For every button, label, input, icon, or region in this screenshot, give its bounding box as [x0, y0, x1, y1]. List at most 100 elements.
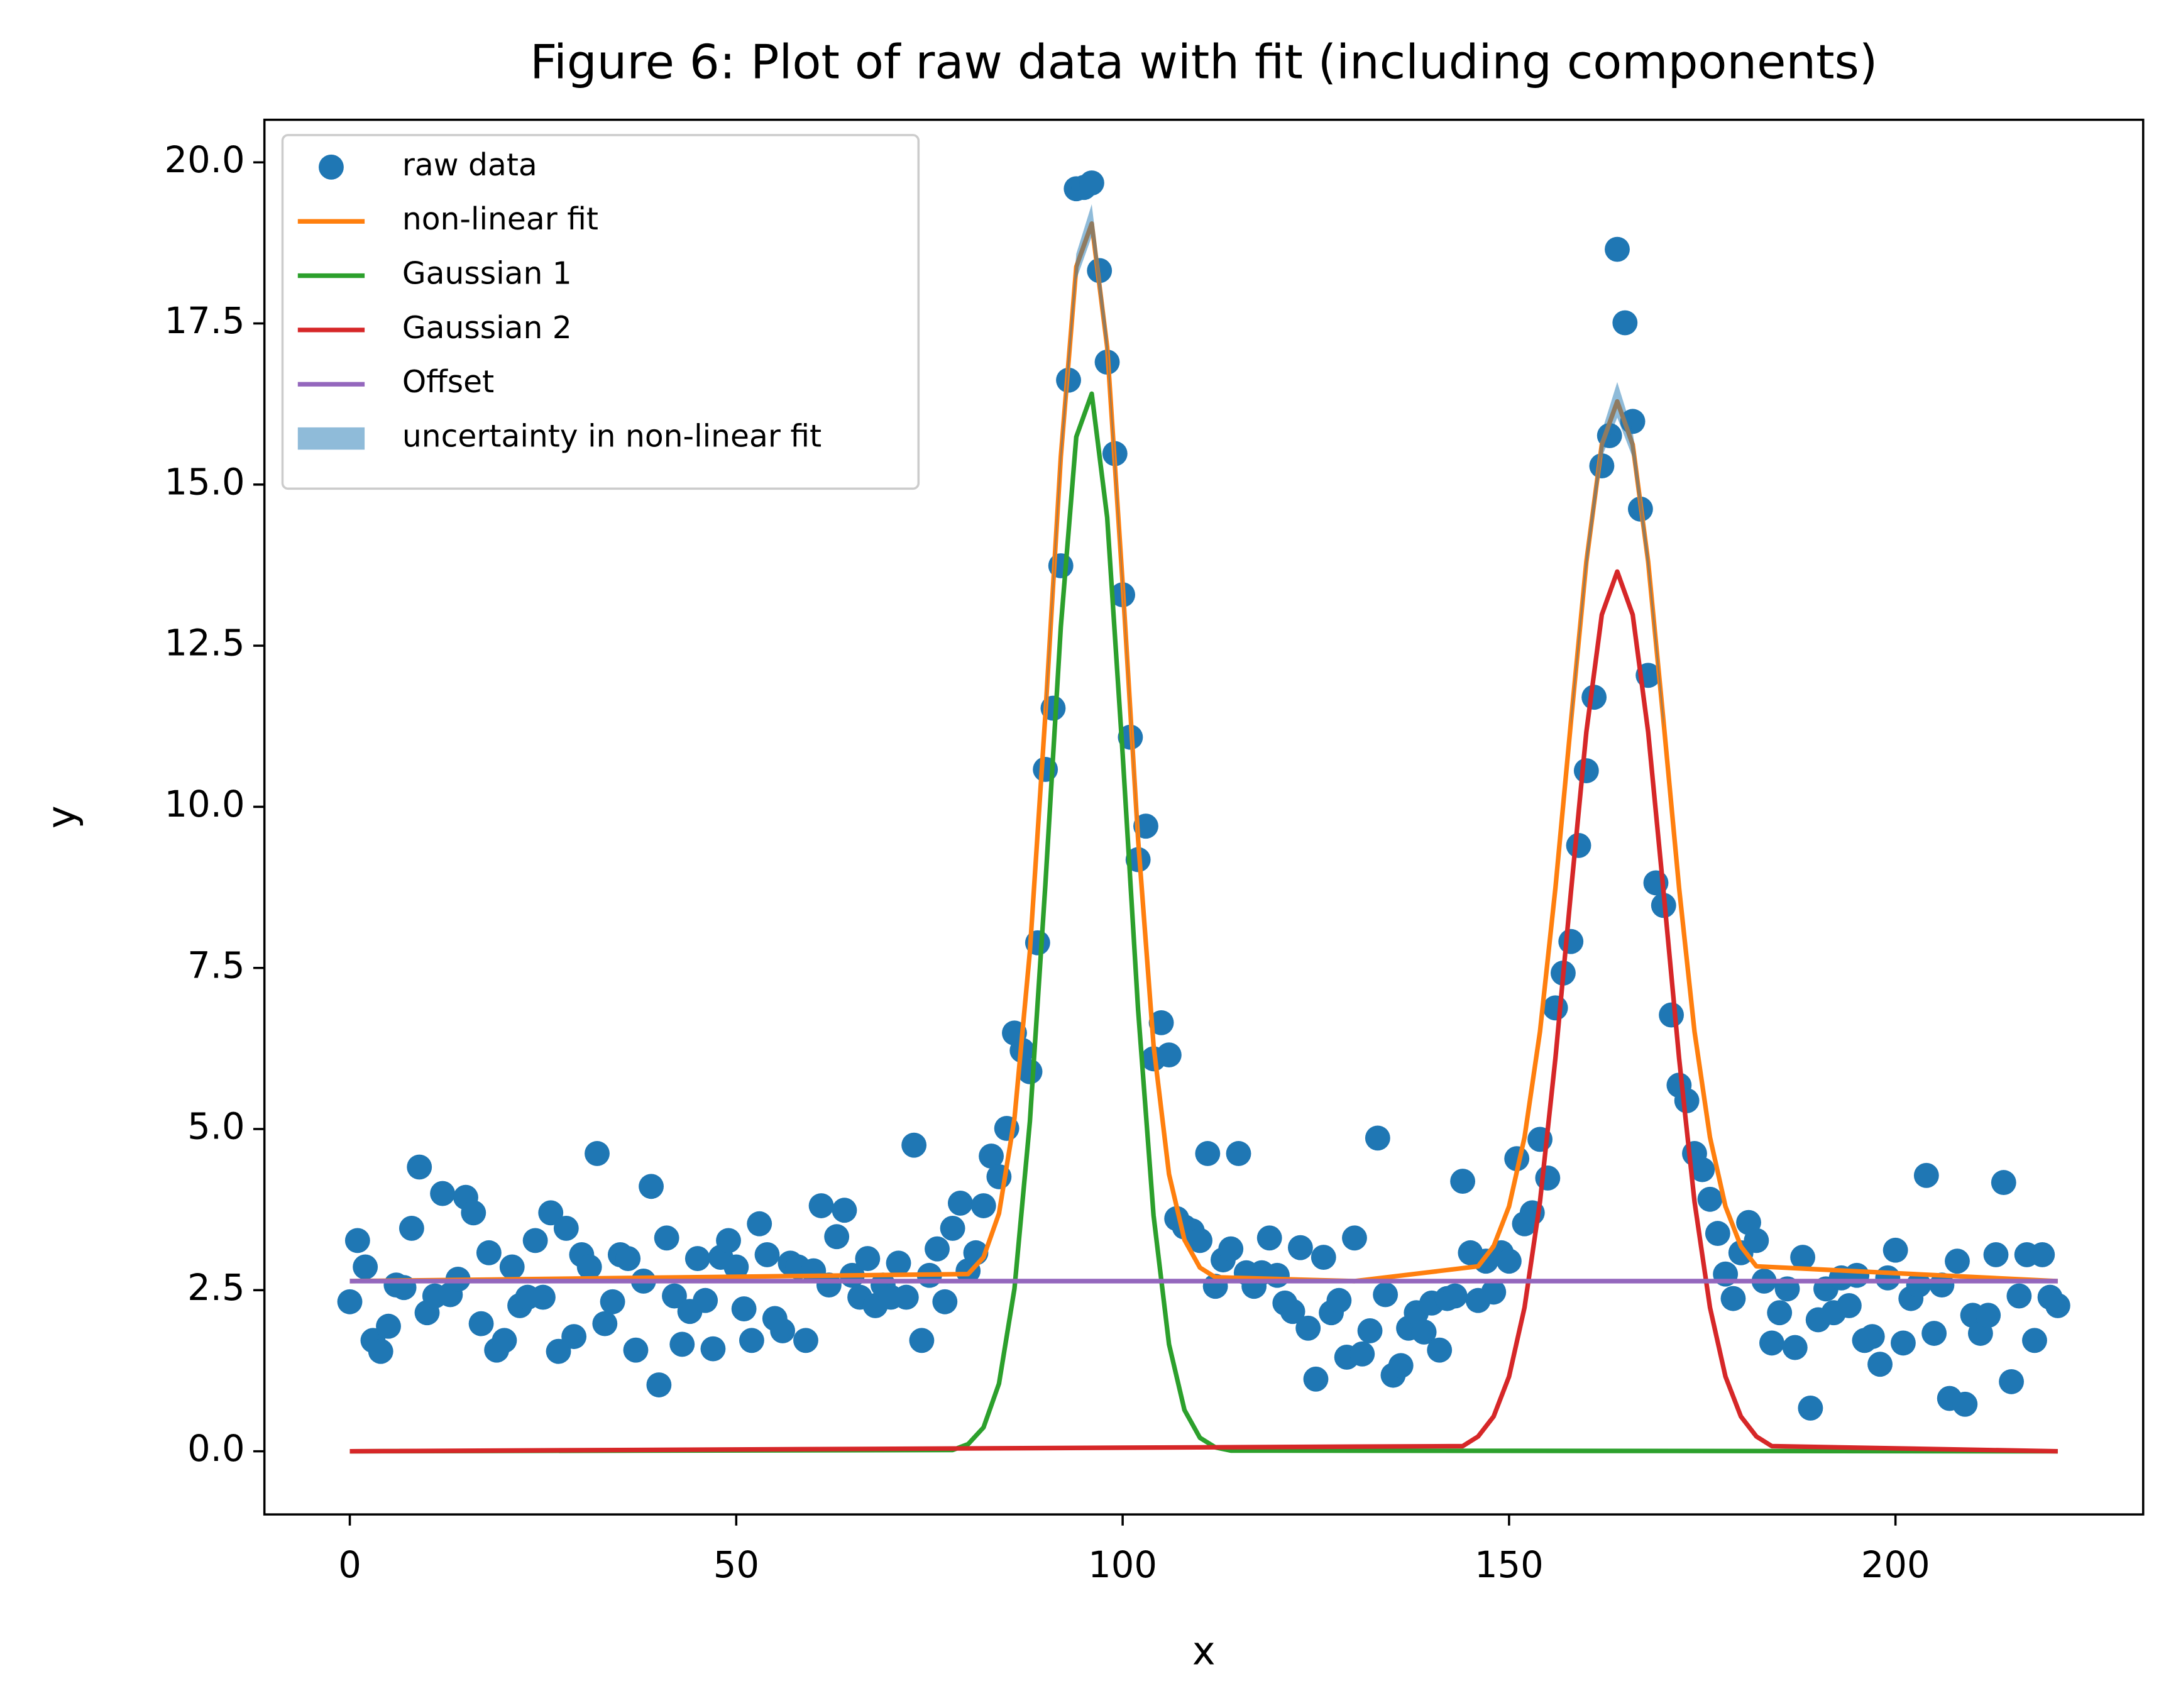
data-point: [1017, 1059, 1043, 1084]
y-tick-label: 5.0: [187, 1106, 245, 1148]
data-point: [1659, 1002, 1685, 1028]
data-point: [1929, 1272, 1955, 1298]
data-point: [1697, 1186, 1723, 1212]
data-point: [693, 1287, 718, 1313]
axes-frame: [263, 118, 2145, 1516]
data-point: [1342, 1225, 1367, 1251]
data-point: [808, 1193, 834, 1218]
data-point: [1589, 453, 1615, 479]
data-point: [1690, 1157, 1715, 1182]
data-point: [1365, 1125, 1390, 1151]
data-point: [499, 1254, 525, 1280]
x-tick-label: 100: [1088, 1544, 1157, 1586]
data-point: [600, 1289, 625, 1314]
data-point: [407, 1154, 432, 1180]
data-point: [623, 1337, 649, 1363]
y-axis-label: y: [38, 805, 84, 829]
data-point: [1991, 1170, 2016, 1196]
data-point: [1326, 1287, 1352, 1313]
data-point: [1952, 1391, 1978, 1417]
data-point: [1705, 1221, 1730, 1247]
data-point: [585, 1141, 610, 1166]
data-point: [492, 1328, 517, 1353]
data-point: [1195, 1141, 1221, 1166]
data-point: [1767, 1300, 1793, 1326]
data-point: [1744, 1228, 1769, 1253]
data-point: [816, 1272, 842, 1298]
data-point: [1542, 995, 1568, 1021]
data-point: [1720, 1286, 1746, 1311]
x-tick-label: 50: [713, 1544, 759, 1586]
data-point: [2022, 1328, 2047, 1353]
data-point: [1566, 833, 1591, 858]
legend-label: uncertainty in non-linear fit: [402, 419, 822, 455]
data-point: [1782, 1335, 1808, 1360]
legend-box: [281, 134, 920, 490]
plot-area: [337, 170, 2070, 1454]
data-point: [893, 1284, 919, 1310]
data-point: [1427, 1337, 1453, 1363]
data-point: [940, 1215, 965, 1241]
data-point: [1303, 1366, 1329, 1392]
data-point: [754, 1242, 780, 1267]
legend-label: raw data: [402, 148, 537, 183]
data-point: [1357, 1318, 1383, 1343]
data-point: [654, 1225, 679, 1251]
x-tick-label: 0: [338, 1544, 361, 1586]
data-point: [1411, 1320, 1437, 1345]
data-point: [1226, 1141, 1251, 1166]
data-point: [901, 1132, 927, 1158]
data-point: [398, 1215, 424, 1241]
data-point: [1674, 1088, 1700, 1113]
data-point: [1759, 1330, 1784, 1356]
data-point: [832, 1198, 857, 1223]
data-point: [1187, 1228, 1212, 1253]
data-point: [1859, 1324, 1885, 1350]
data-point: [476, 1240, 502, 1265]
data-point: [1481, 1279, 1507, 1305]
data-point: [716, 1228, 741, 1253]
data-point: [522, 1228, 548, 1253]
data-point: [1921, 1321, 1947, 1346]
data-point: [1311, 1245, 1336, 1270]
data-point: [1287, 1235, 1313, 1260]
data-point: [1844, 1262, 1870, 1288]
x-tick-label: 150: [1475, 1544, 1544, 1586]
legend-swatch: [297, 427, 365, 450]
data-point: [1265, 1262, 1290, 1288]
data-point: [430, 1181, 456, 1206]
data-point: [793, 1328, 818, 1353]
chart-title: Figure 6: Plot of raw data with fit (inc…: [530, 35, 1877, 90]
data-point: [353, 1254, 378, 1280]
data-point: [855, 1246, 881, 1272]
data-point: [1999, 1369, 2025, 1394]
data-point: [368, 1338, 393, 1364]
y-tick-label: 20.0: [165, 139, 245, 181]
data-point: [1349, 1341, 1375, 1367]
data-point: [639, 1174, 664, 1199]
data-point: [1983, 1242, 2009, 1267]
data-point: [925, 1236, 950, 1262]
data-point: [1913, 1162, 1939, 1188]
data-point: [1295, 1315, 1321, 1341]
fit-line: [349, 391, 2058, 1454]
y-tick-label: 7.5: [187, 944, 245, 986]
data-point: [1156, 1042, 1182, 1068]
legend-label: non-linear fit: [402, 202, 598, 237]
data-point: [739, 1328, 764, 1353]
data-point: [615, 1246, 641, 1272]
data-point: [932, 1289, 958, 1314]
data-point: [1079, 170, 1104, 196]
y-tick-label: 10.0: [165, 783, 245, 825]
fit-line: [349, 569, 2058, 1454]
data-point: [468, 1311, 494, 1336]
data-point: [1790, 1245, 1816, 1270]
data-point: [2006, 1283, 2032, 1309]
data-point: [376, 1313, 401, 1339]
legend-label: Offset: [402, 365, 494, 400]
data-point: [561, 1324, 587, 1350]
legend-label: Gaussian 1: [402, 256, 572, 292]
data-point: [824, 1224, 850, 1250]
data-point: [662, 1283, 687, 1309]
